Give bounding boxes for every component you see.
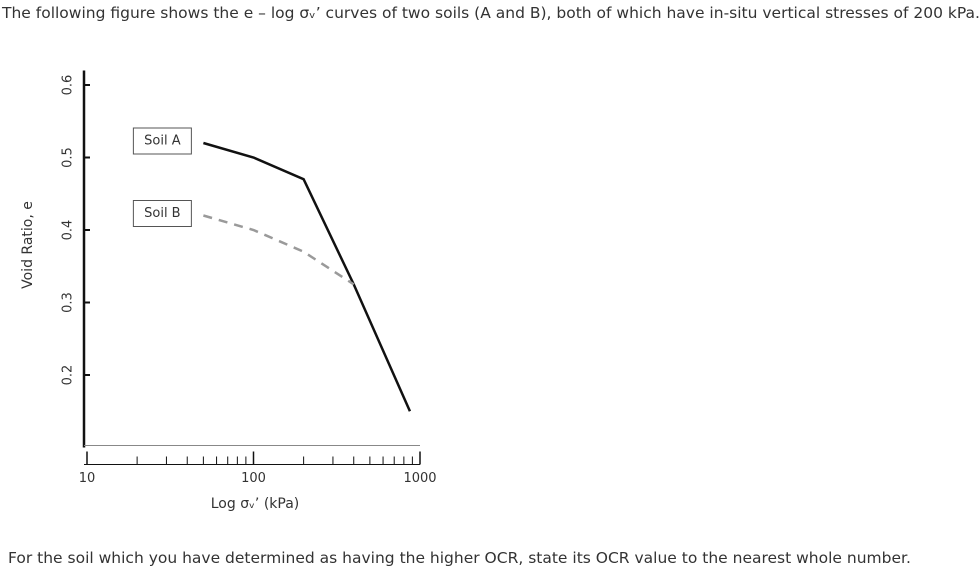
series-label-box <box>132 200 192 227</box>
x-tick-label: 100 <box>241 471 266 486</box>
y-tick-label: 0.4 <box>61 220 76 241</box>
series-line <box>203 214 355 286</box>
y-tick-label: 0.5 <box>61 147 76 168</box>
series-line <box>203 141 412 412</box>
y-tick-label: 0.6 <box>61 75 76 96</box>
y-tick-label: 0.3 <box>61 292 76 313</box>
x-tick-label: 1000 <box>403 471 436 486</box>
y-tick-label: 0.2 <box>61 365 76 386</box>
y-axis-label: Void Ratio, e <box>20 201 36 289</box>
series-label: Soil A <box>144 134 181 149</box>
x-axis-label: Log σᵥ’ (kPa) <box>211 496 300 512</box>
series-label: Soil B <box>144 206 180 221</box>
question-text: The following figure shows the e – log σ… <box>1 4 980 22</box>
x-tick-label: 10 <box>79 471 96 486</box>
prompt-text: For the soil which you have determined a… <box>8 549 911 567</box>
series-label-box <box>132 127 192 155</box>
